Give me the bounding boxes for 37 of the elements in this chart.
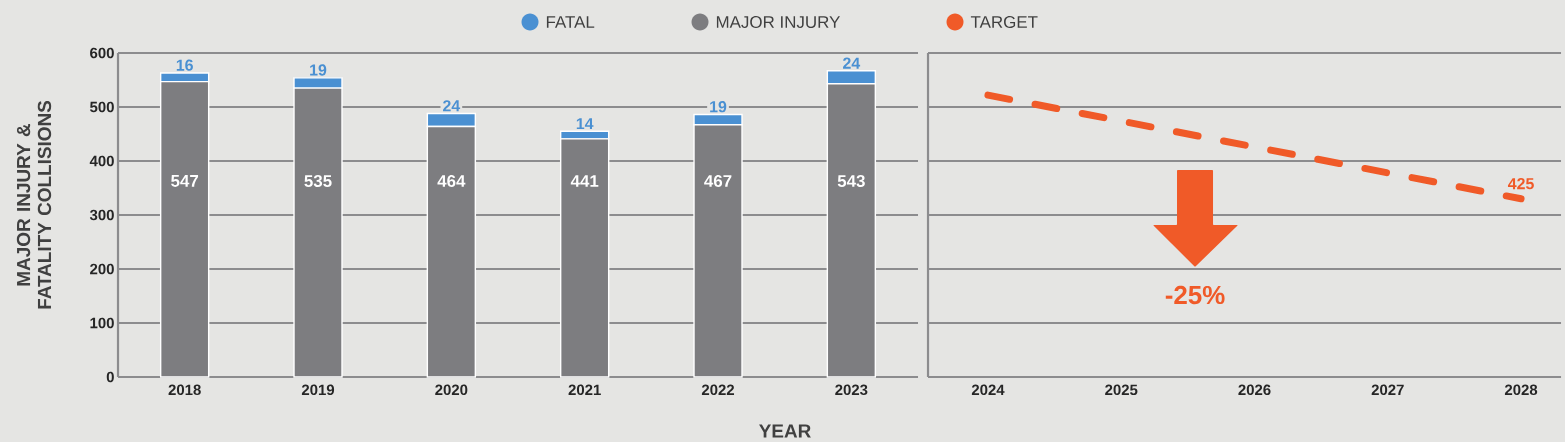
annotation: 425 — [1507, 178, 1534, 190]
data-label: 16 — [176, 59, 193, 71]
x-tick-label: 2026 — [1238, 384, 1271, 396]
y-tick-label: 500 — [90, 101, 114, 113]
data-label: 24 — [843, 57, 861, 69]
x-axis-title: YEAR — [759, 424, 811, 438]
x-tick-label: 2022 — [701, 384, 735, 396]
data-label: 19 — [710, 101, 727, 113]
data-label: 543 — [837, 174, 865, 187]
legend-label: TARGET — [970, 16, 1038, 28]
y-tick-label: 300 — [89, 209, 114, 221]
x-tick-label: 2028 — [1504, 384, 1538, 396]
y-tick-label: 0 — [106, 371, 114, 383]
data-label: 24 — [443, 100, 461, 112]
x-tick-label: 2019 — [301, 384, 335, 396]
y-tick-label: 100 — [90, 317, 114, 329]
x-tick-label: 2020 — [435, 384, 468, 396]
data-label: 547 — [171, 175, 199, 187]
x-tick-label: 2025 — [1105, 384, 1138, 396]
x-tick-label: 2024 — [971, 384, 1005, 396]
data-label: 464 — [437, 175, 466, 187]
legend-label: FATAL — [546, 16, 595, 28]
data-label: 467 — [704, 175, 732, 187]
legend-label: MAJOR INJURY — [716, 16, 840, 28]
data-label: 535 — [304, 174, 332, 187]
x-tick-label: 2027 — [1371, 384, 1404, 396]
x-tick-label: 2021 — [568, 384, 601, 396]
y-tick-label: 600 — [90, 47, 114, 59]
y-tick-label: 400 — [89, 155, 114, 167]
y-axis-title: MAJOR INJURY & FATALITY COLLISIONS — [16, 100, 52, 309]
annotation: -25% — [1165, 285, 1225, 305]
x-tick-label: 2023 — [835, 384, 868, 396]
data-label: 441 — [570, 175, 599, 187]
data-label: 14 — [576, 118, 594, 130]
x-tick-label: 2018 — [168, 384, 201, 396]
data-label: 19 — [310, 64, 327, 76]
y-tick-label: 200 — [90, 263, 114, 275]
